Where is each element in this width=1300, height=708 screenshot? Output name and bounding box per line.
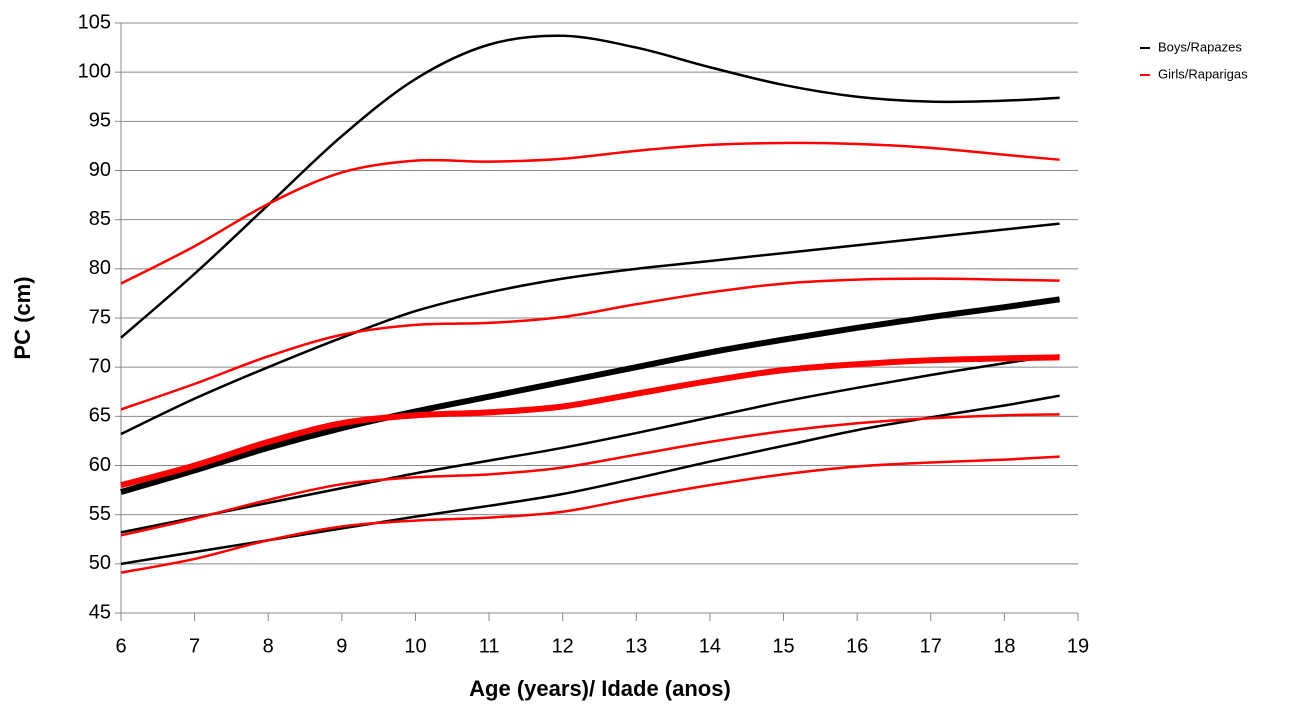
- curve: [120, 413, 1060, 537]
- x-tick-label: 10: [404, 635, 426, 657]
- y-tick-label: 75: [89, 306, 111, 328]
- y-tick-label: 65: [89, 405, 111, 427]
- x-tick-label: 7: [189, 635, 200, 657]
- x-tick-label: 11: [479, 635, 500, 657]
- y-tick-label: 45: [89, 601, 111, 623]
- curve: [120, 394, 1060, 566]
- x-tick-label: 12: [552, 635, 574, 657]
- x-axis-title: Age (years)/ Idade (anos): [469, 676, 731, 701]
- curve: [120, 354, 1060, 534]
- curve: [120, 277, 1060, 411]
- x-tick-label: 6: [115, 635, 126, 657]
- curve: [120, 222, 1060, 436]
- x-tick-label: 19: [1067, 635, 1089, 657]
- curve: [120, 455, 1060, 574]
- y-tick-label: 85: [89, 208, 111, 230]
- curve: [120, 34, 1060, 339]
- x-tick-label: 16: [846, 635, 868, 657]
- y-tick-label: 105: [78, 11, 111, 33]
- x-tick-label: 17: [920, 635, 942, 657]
- curve: [120, 141, 1060, 285]
- y-tick-label: 50: [89, 552, 111, 574]
- x-tick-label: 8: [263, 635, 274, 657]
- y-tick-label: 100: [78, 60, 111, 82]
- y-axis-title: PC (cm): [10, 276, 35, 359]
- x-tick-label: 14: [699, 635, 721, 657]
- legend-label: Girls/Raparigas: [1158, 66, 1248, 81]
- y-tick-label: 90: [89, 159, 111, 181]
- y-tick-label: 80: [89, 257, 111, 279]
- y-tick-label: 60: [89, 454, 111, 476]
- y-tick-label: 95: [89, 110, 111, 132]
- curve: [120, 354, 1060, 489]
- x-tick-label: 18: [993, 635, 1015, 657]
- y-tick-label: 55: [89, 503, 111, 525]
- x-tick-label: 13: [625, 635, 647, 657]
- legend-label: Boys/Rapazes: [1158, 39, 1242, 54]
- x-tick-label: 15: [772, 635, 794, 657]
- curve: [120, 296, 1061, 495]
- y-tick-label: 70: [89, 355, 111, 377]
- x-tick-label: 9: [336, 635, 347, 657]
